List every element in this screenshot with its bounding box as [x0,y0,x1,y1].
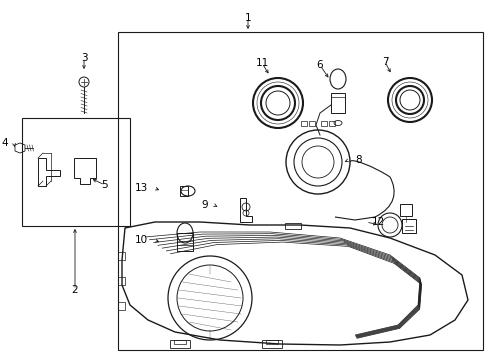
Bar [22,118,130,226]
Text: 9: 9 [201,200,207,210]
Bar [177,233,193,251]
Bar [301,121,306,126]
Bar [118,32,482,350]
Bar [180,186,187,196]
Text: 3: 3 [81,53,87,63]
Text: 11: 11 [255,58,268,68]
Bar [265,340,278,344]
Bar [118,277,125,285]
Text: 4: 4 [1,138,8,148]
Bar [399,204,411,216]
Text: 6: 6 [316,60,323,70]
Text: 8: 8 [354,155,361,165]
Bar [262,340,282,348]
Bar [118,302,125,310]
Bar [174,340,185,344]
Bar [330,93,345,113]
Bar [170,340,190,348]
Text: 2: 2 [72,285,78,295]
Text: 12: 12 [371,217,385,227]
Bar [118,252,125,260]
Bar [401,219,415,233]
Text: 5: 5 [102,180,108,190]
Bar [285,223,301,229]
Text: 13: 13 [135,183,148,193]
Text: 10: 10 [135,235,148,245]
Bar [308,121,314,126]
Text: 7: 7 [381,57,387,67]
Text: 1: 1 [244,13,251,23]
Bar [320,121,326,126]
Bar [328,121,334,126]
